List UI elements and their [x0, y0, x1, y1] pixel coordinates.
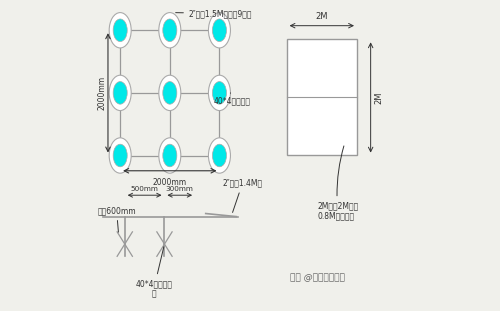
- Ellipse shape: [159, 12, 181, 48]
- Ellipse shape: [109, 138, 131, 173]
- Text: 2000mm: 2000mm: [98, 76, 106, 110]
- Ellipse shape: [109, 75, 131, 111]
- Ellipse shape: [208, 75, 231, 111]
- Ellipse shape: [113, 19, 127, 42]
- Text: 入地600mm: 入地600mm: [98, 206, 136, 232]
- Text: 500mm: 500mm: [130, 186, 158, 192]
- Ellipse shape: [163, 19, 177, 42]
- Ellipse shape: [208, 138, 231, 173]
- Ellipse shape: [208, 12, 231, 48]
- Ellipse shape: [212, 81, 226, 104]
- Ellipse shape: [212, 144, 226, 167]
- Bar: [286, 39, 357, 156]
- Ellipse shape: [159, 75, 181, 111]
- Text: 2M: 2M: [374, 91, 384, 104]
- Text: 2″管（1.4M）: 2″管（1.4M）: [222, 179, 262, 212]
- Ellipse shape: [113, 144, 127, 167]
- Text: 40*4镇锌锂锂
板: 40*4镇锌锂锂 板: [136, 247, 172, 299]
- Text: 300mm: 300mm: [166, 186, 194, 192]
- Text: 2M长，2M宽，
0.8M深的地沟: 2M长，2M宽， 0.8M深的地沟: [317, 146, 358, 221]
- Text: 40*4镇锌锂板: 40*4镇锌锂板: [214, 93, 250, 105]
- Ellipse shape: [159, 138, 181, 173]
- Ellipse shape: [163, 144, 177, 167]
- Text: 2000mm: 2000mm: [153, 179, 187, 188]
- Text: 2M: 2M: [316, 12, 328, 21]
- Ellipse shape: [212, 19, 226, 42]
- Ellipse shape: [113, 81, 127, 104]
- Ellipse shape: [109, 12, 131, 48]
- Text: 2″管（1.5M长，公9根）: 2″管（1.5M长，公9根）: [176, 9, 252, 18]
- Ellipse shape: [163, 81, 177, 104]
- Text: 头条 @假行家聊安全: 头条 @假行家聊安全: [290, 273, 344, 282]
